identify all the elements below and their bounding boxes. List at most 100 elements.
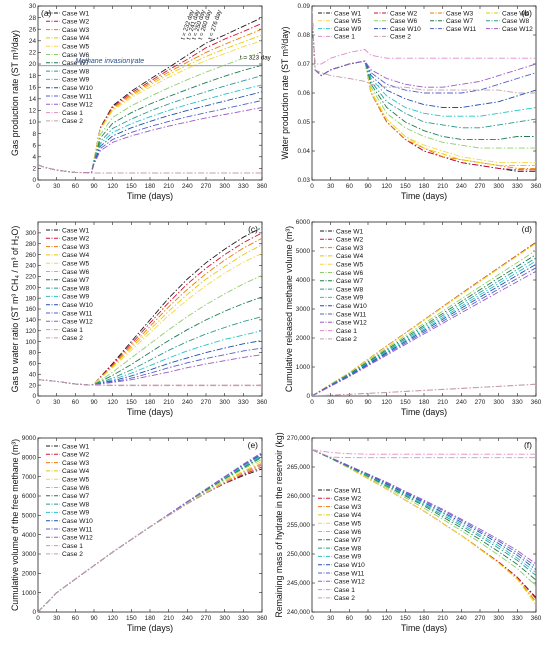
x-tick-label: 30 [53,615,61,622]
legend-label: Case W1 [334,487,361,494]
x-tick-label: 360 [531,615,542,622]
x-axis-label: Time (days) [127,407,173,417]
legend-label: Case W10 [336,303,367,310]
x-tick-label: 60 [72,183,80,190]
y-tick-label: 12 [29,108,37,115]
y-tick-label: 140 [25,317,36,324]
x-tick-label: 210 [163,399,174,406]
y-tick-label: 8000 [22,455,37,462]
legend-label: Case W10 [62,518,93,525]
panel-d: 0 30 60 90 120 150 180 210 240 270 300 330 360 0 1000 2… [284,219,542,417]
y-tick-label: 250,000 [287,551,311,558]
x-tick-label: 210 [437,183,448,190]
y-tick-label: 5000 [22,513,37,520]
legend-label: Case W11 [334,570,365,577]
series-line-case-2 [38,462,262,612]
x-tick-label: 120 [107,399,118,406]
x-tick-label: 90 [90,399,98,406]
legend-label: Case 1 [336,328,357,335]
x-tick-label: 90 [364,183,372,190]
legend-label: Case W6 [390,18,417,25]
x-tick-label: 30 [327,399,335,406]
y-tick-label: 160 [25,306,36,313]
y-tick-label: 10 [29,119,37,126]
legend-label: Case W9 [334,26,361,33]
x-axis-label: Time (days) [401,407,447,417]
y-tick-label: 260,000 [287,493,311,500]
y-tick-label: 0 [32,393,36,400]
legend-label: Case W7 [62,60,89,67]
y-tick-label: 40 [29,371,37,378]
legend-label: Case 1 [334,587,355,594]
x-tick-label: 240 [456,183,467,190]
y-tick-label: 5000 [296,248,311,255]
y-tick-label: 180 [25,295,36,302]
series-line-case-1 [38,164,262,174]
x-tick-label: 360 [257,399,268,406]
x-tick-label: 180 [145,399,156,406]
x-tick-label: 150 [126,615,137,622]
legend-label: Case 2 [62,118,83,125]
y-tick-label: 0.06 [298,90,311,97]
legend-label: Case W12 [336,320,367,327]
series-line-case-w11 [312,267,536,396]
x-tick-label: 0 [36,399,40,406]
legend-label: Case W3 [62,27,89,34]
legend-label: Case W11 [446,26,477,33]
legend-label: Case W12 [62,319,93,326]
x-tick-label: 210 [163,615,174,622]
y-tick-label: 255,000 [287,522,311,529]
x-tick-label: 150 [126,183,137,190]
series-line-case-w10 [312,263,536,396]
y-tick-label: 9000 [22,435,37,442]
legend-label: Case W5 [334,18,361,25]
y-tick-label: 16 [29,84,37,91]
y-tick-label: 120 [25,328,36,335]
y-tick-label: 260 [25,252,36,259]
series-line-case-1 [312,449,536,455]
x-tick-label: 90 [90,183,98,190]
legend-label: Case W9 [336,295,363,302]
panel-label: (c) [248,224,258,234]
y-tick-label: 200 [25,284,36,291]
legend-label: Case W2 [390,10,417,17]
legend-label: Case W7 [62,277,89,284]
y-axis-label: Gas to water ratio (ST m³ CH₄ / m³ of H₂… [10,226,20,393]
legend-label: Case W8 [502,18,529,25]
series-line-case-2 [312,11,536,94]
legend-label: Case W11 [62,310,93,317]
series-line-case-w5 [312,243,536,396]
legend-label: Case W2 [62,236,89,243]
y-tick-label: 265,000 [287,464,311,471]
y-tick-label: 3000 [22,551,37,558]
legend-label: Case 2 [62,551,83,558]
legend-label: Case W4 [62,468,89,475]
legend-label: Case W2 [62,19,89,26]
x-tick-label: 150 [400,615,411,622]
legend-label: Case 2 [336,336,357,343]
legend-label: Case W11 [62,93,93,100]
series-line-case-w6 [312,250,536,396]
y-tick-label: 30 [29,3,37,10]
series-line-case-2 [38,164,262,174]
panel-label: (e) [248,440,259,450]
panel-f: 0 30 60 90 120 150 180 210 240 270 300 330 360 240,00… [274,432,542,633]
y-tick-label: 24 [29,38,37,45]
x-tick-label: 330 [238,183,249,190]
y-tick-label: 4 [32,154,36,161]
x-tick-label: 300 [493,183,504,190]
y-tick-label: 3000 [296,306,311,313]
series-line-case-w12 [38,354,262,386]
legend-label: Case W6 [62,52,89,59]
y-tick-label: 80 [29,350,37,357]
x-tick-label: 240 [182,615,193,622]
legend-label: Case W8 [62,285,89,292]
panel-label: (d) [522,224,533,234]
y-tick-label: 7000 [22,474,37,481]
x-tick-label: 330 [238,399,249,406]
x-tick-label: 330 [238,615,249,622]
x-tick-label: 60 [346,399,354,406]
x-tick-label: 120 [107,183,118,190]
x-tick-label: 0 [310,399,314,406]
x-tick-label: 150 [400,399,411,406]
